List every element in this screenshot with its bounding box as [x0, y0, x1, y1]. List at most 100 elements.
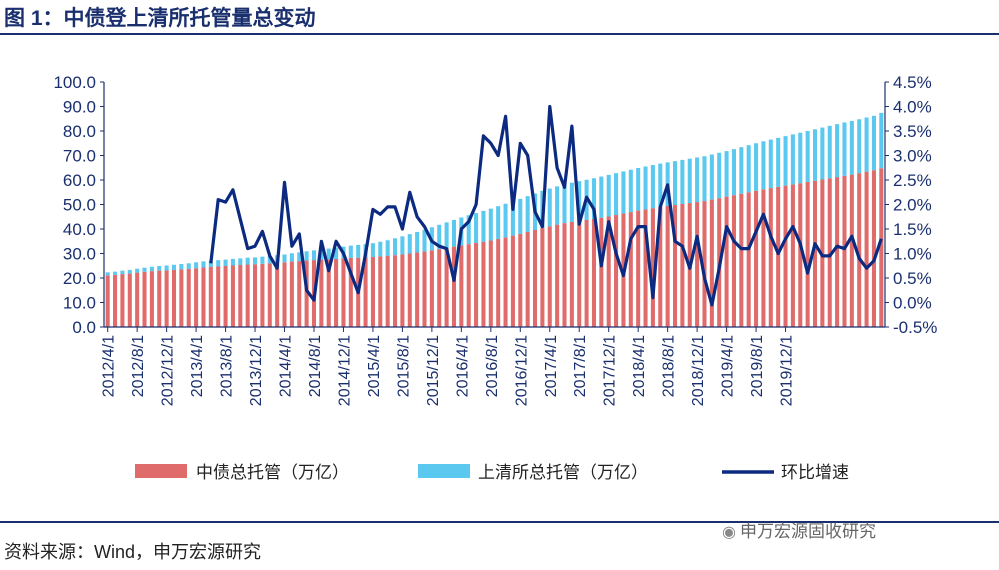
- sh-bar: [437, 224, 442, 250]
- cd-bar: [466, 244, 471, 327]
- cd-bar: [599, 217, 604, 327]
- sh-bar: [768, 139, 773, 189]
- sh-bar: [223, 259, 228, 266]
- legend: 中债总托管（万亿） 上清所总托管（万亿） 环比增速: [135, 463, 849, 483]
- cd-bar: [275, 262, 280, 327]
- sh-bar: [518, 198, 523, 234]
- source-note: 资料来源：Wind，申万宏源研究: [4, 542, 262, 562]
- right-tick-label: 4.0%: [893, 98, 932, 117]
- cd-bar: [260, 263, 265, 327]
- sh-bar: [127, 269, 132, 274]
- cd-bar: [555, 224, 560, 327]
- cd-bar: [422, 251, 427, 327]
- cd-bar: [569, 221, 574, 327]
- sh-bar: [142, 267, 147, 272]
- legend-swatch-sh: [418, 464, 470, 478]
- legend-label-sh: 上清所总托管（万亿）: [478, 463, 648, 483]
- cd-bar: [267, 263, 272, 327]
- sh-bar: [260, 256, 265, 264]
- cd-bar: [518, 233, 523, 327]
- cd-bar: [407, 253, 412, 327]
- x-tick-label: 2017/4/1: [543, 335, 560, 397]
- x-tick-label: 2018/12/1: [690, 335, 707, 406]
- sh-bar: [871, 115, 876, 171]
- cd-bar: [230, 265, 235, 327]
- cd-bar: [790, 184, 795, 327]
- sh-bar: [356, 244, 361, 258]
- cd-bar: [334, 258, 339, 327]
- growth-line-layer: [209, 104, 883, 307]
- cd-bar: [665, 205, 670, 327]
- sh-bar: [569, 182, 574, 222]
- cd-bar: [547, 226, 552, 327]
- sh-bar: [643, 166, 648, 210]
- sh-bar: [238, 258, 243, 266]
- cd-bar: [127, 273, 132, 327]
- cd-bar: [739, 193, 744, 327]
- sh-bar: [267, 255, 272, 264]
- cd-bar: [194, 268, 199, 327]
- x-tick-label: 2016/4/1: [454, 335, 471, 397]
- x-tick-label: 2016/8/1: [484, 335, 501, 397]
- sh-bar: [555, 186, 560, 225]
- cd-bar: [326, 259, 331, 327]
- cd-bar: [584, 219, 589, 327]
- cd-bar: [378, 256, 383, 327]
- cd-bar: [754, 190, 759, 327]
- sh-bar: [149, 266, 154, 272]
- cd-bar: [724, 196, 729, 327]
- sh-bar: [812, 129, 818, 181]
- cd-bar: [393, 255, 398, 327]
- sh-bar: [385, 240, 390, 256]
- sh-bar: [776, 137, 781, 187]
- cd-bar: [474, 242, 479, 327]
- left-tick-label: 80.0: [63, 122, 96, 141]
- sh-bar: [709, 154, 714, 200]
- sh-bar: [496, 206, 501, 240]
- sh-bar: [754, 143, 759, 191]
- left-tick-label: 100.0: [53, 73, 96, 92]
- right-tick-label: 1.0%: [893, 245, 932, 264]
- sh-bar: [864, 117, 869, 172]
- sh-bar: [451, 219, 457, 247]
- sh-bar: [120, 270, 125, 275]
- sh-bar: [798, 132, 803, 184]
- cd-bar: [282, 262, 287, 327]
- sh-bar: [186, 263, 191, 269]
- right-tick-label: 3.5%: [893, 122, 932, 141]
- cd-bar: [628, 212, 633, 327]
- right-tick-label: 1.5%: [893, 220, 932, 239]
- sh-bar: [621, 171, 626, 214]
- cd-bar: [503, 237, 508, 327]
- sh-bar: [717, 152, 722, 199]
- sh-bar: [113, 271, 118, 275]
- sh-bar: [370, 243, 375, 257]
- sh-bar: [650, 165, 655, 209]
- sh-bar: [547, 188, 552, 227]
- cd-bar: [525, 231, 530, 327]
- cd-bar: [385, 255, 390, 327]
- watermark-text: 申万宏源固收研究: [739, 522, 876, 541]
- sh-bar: [562, 184, 567, 224]
- cd-bar: [761, 189, 766, 327]
- left-tick-label: 50.0: [63, 196, 96, 215]
- sh-bar: [216, 260, 221, 267]
- sh-bar: [790, 134, 795, 185]
- sh-bar: [510, 201, 515, 236]
- sh-bar: [230, 258, 235, 266]
- cd-bar: [253, 264, 258, 327]
- sh-bar: [179, 264, 184, 270]
- cd-bar: [702, 201, 707, 327]
- legend-label-line: 环比增速: [781, 463, 849, 483]
- x-tick-label: 2019/8/1: [749, 335, 766, 397]
- sh-bar: [444, 222, 449, 248]
- x-tick-label: 2019/12/1: [779, 335, 796, 406]
- cd-bar: [113, 274, 118, 327]
- cd-bar: [149, 271, 154, 327]
- x-axis: 2012/4/1 2012/8/1 2012/12/1 2013/4/1 2013/8/…: [101, 326, 885, 406]
- sh-bar: [783, 136, 788, 186]
- sh-bar: [135, 268, 140, 273]
- sh-bar: [282, 254, 287, 263]
- sh-bar: [503, 203, 508, 238]
- sh-bar: [407, 234, 412, 254]
